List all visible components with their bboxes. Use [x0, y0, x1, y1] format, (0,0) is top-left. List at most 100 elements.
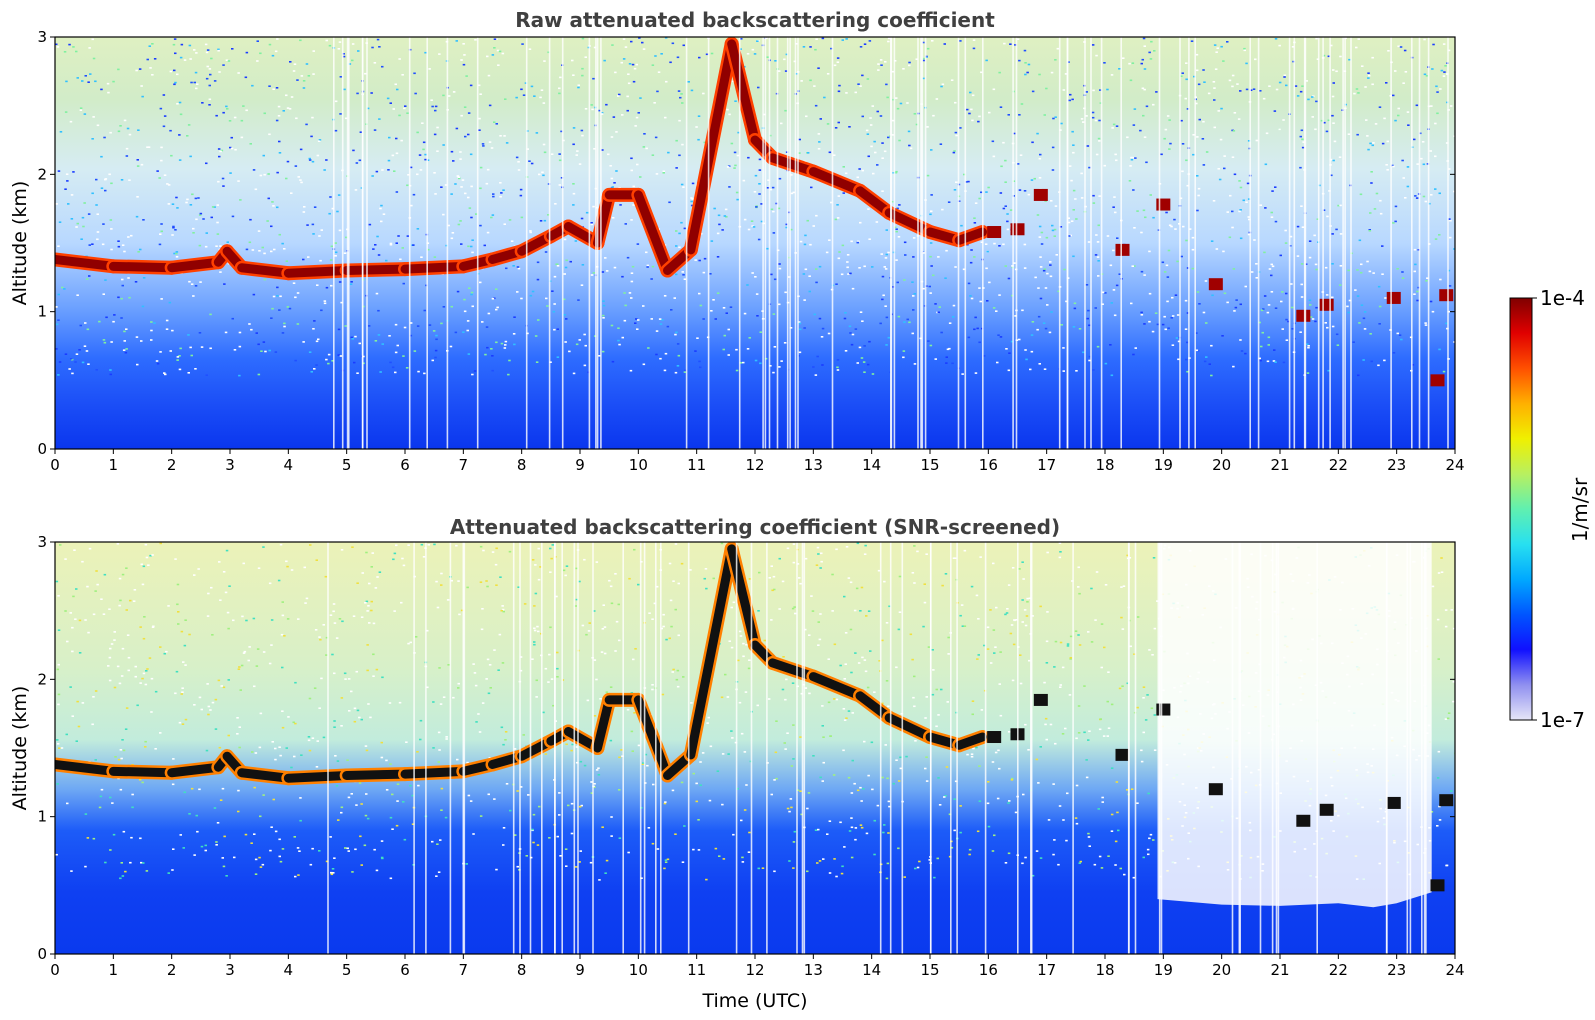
noise-speck [353, 720, 357, 723]
noise-speck [842, 192, 845, 194]
noise-speck [475, 721, 478, 723]
noise-speck [635, 63, 638, 66]
noise-speck [371, 46, 374, 49]
noise-speck [676, 669, 680, 672]
noise-speck [865, 129, 869, 132]
noise-speck [940, 688, 943, 691]
noise-speck [1036, 132, 1039, 135]
noise-speck [922, 41, 925, 44]
data-gap [463, 542, 466, 954]
noise-speck [368, 582, 371, 585]
data-gap [750, 542, 753, 954]
noise-speck [1148, 250, 1151, 253]
noise-speck [817, 148, 821, 150]
noise-speck [288, 307, 292, 310]
noise-speck [843, 846, 846, 848]
noise-speck [467, 245, 470, 248]
noise-speck [1171, 344, 1175, 346]
noise-speck [851, 759, 854, 762]
noise-speck [861, 115, 864, 118]
noise-speck [794, 612, 797, 615]
noise-speck [69, 686, 72, 688]
noise-speck [1087, 832, 1090, 835]
noise-speck [193, 704, 196, 706]
noise-speck [1121, 685, 1124, 687]
noise-speck [513, 748, 517, 750]
noise-speck [1332, 122, 1335, 124]
data-gap [921, 37, 924, 449]
noise-speck [1285, 292, 1288, 295]
noise-speck [1142, 697, 1145, 699]
noise-speck [440, 809, 443, 811]
cloud-fragment [1115, 243, 1130, 256]
noise-speck [323, 302, 327, 305]
noise-speck [977, 618, 980, 620]
noise-speck [279, 860, 283, 863]
noise-speck [886, 862, 890, 865]
noise-speck [75, 353, 79, 355]
noise-speck [746, 284, 749, 286]
noise-speck [817, 621, 820, 623]
noise-speck [1100, 623, 1104, 625]
data-gap [1421, 542, 1423, 954]
noise-speck [929, 255, 932, 258]
noise-speck [1442, 43, 1446, 45]
data-gap [687, 542, 690, 954]
noise-speck [663, 802, 667, 805]
noise-speck [1325, 130, 1329, 133]
noise-speck [556, 651, 559, 654]
noise-speck [754, 174, 758, 177]
noise-speck [189, 204, 193, 206]
noise-speck [1273, 349, 1276, 351]
x-tick-label: 9 [575, 456, 585, 474]
x-tick-label: 2 [167, 961, 177, 979]
noise-speck [348, 710, 351, 712]
noise-speck [1430, 194, 1433, 196]
noise-speck [613, 182, 616, 184]
noise-speck [141, 305, 145, 308]
noise-speck [687, 81, 690, 83]
noise-speck [278, 152, 282, 154]
noise-speck [449, 345, 453, 348]
noise-speck [495, 38, 498, 40]
noise-speck [642, 146, 646, 148]
noise-speck [795, 73, 798, 75]
noise-speck [1039, 297, 1043, 300]
noise-speck [199, 212, 203, 215]
noise-speck [938, 804, 942, 806]
noise-speck [281, 614, 285, 617]
noise-speck [806, 807, 809, 810]
noise-speck [592, 205, 595, 208]
noise-speck [125, 567, 128, 569]
noise-speck [740, 38, 743, 40]
noise-speck [884, 268, 888, 270]
noise-speck [537, 547, 540, 550]
noise-speck [553, 303, 556, 305]
noise-speck [970, 108, 973, 111]
noise-speck [325, 358, 328, 361]
noise-speck [1075, 784, 1079, 787]
data-gap [1127, 542, 1130, 954]
noise-speck [1320, 119, 1324, 122]
noise-speck [1176, 314, 1180, 316]
noise-speck [233, 856, 236, 859]
noise-speck [604, 257, 607, 259]
noise-speck [1128, 180, 1132, 182]
noise-speck [1301, 138, 1304, 141]
noise-speck [277, 579, 281, 582]
noise-speck [1007, 852, 1011, 855]
noise-speck [814, 48, 817, 51]
noise-speck [107, 665, 110, 667]
noise-speck [86, 278, 89, 280]
noise-speck [836, 61, 840, 63]
noise-speck [1268, 268, 1272, 270]
noise-speck [517, 169, 521, 171]
noise-speck [710, 240, 714, 242]
noise-speck [440, 787, 444, 790]
noise-speck [718, 855, 721, 857]
noise-speck [1147, 792, 1150, 795]
noise-speck [331, 868, 335, 870]
noise-speck [1018, 568, 1021, 570]
noise-speck [349, 283, 353, 285]
noise-speck [1088, 359, 1091, 362]
